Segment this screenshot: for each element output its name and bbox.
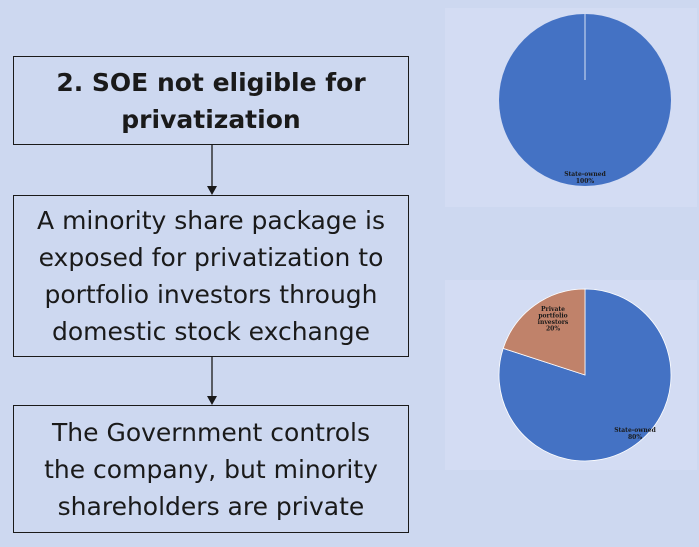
arrow-1-to-2: [207, 145, 217, 195]
pie-label-state-owned: State-owned 100%: [564, 171, 606, 185]
pie-label-private-portfolio-investors: Private portfolio investors 20%: [538, 306, 569, 333]
box2-line-1: A minority share package is: [37, 206, 385, 235]
pie-slice-private-portfolio-investors: [502, 288, 586, 376]
flow-box-minority-package: A minority share package is exposed for …: [13, 195, 409, 357]
pie-label-state-owned: State-owned 80%: [614, 427, 656, 441]
arrow-2-to-3: [207, 357, 217, 405]
pie-slice-state-owned: [499, 14, 671, 186]
box2-line-3: portfolio investors through: [44, 280, 378, 309]
box2-line-4: domestic stock exchange: [52, 317, 370, 346]
box3-line-1: The Government controls: [52, 417, 370, 447]
pie-chart-state-owned-80: State-owned 80% Private portfolio investors 2…: [498, 288, 672, 462]
pie-chart-panel-2: State-owned 80% Private portfolio investors 2…: [445, 280, 697, 470]
flow-box-government-controls: The Government controls the company, but…: [13, 405, 409, 533]
box2-line-2: exposed for privatization to: [38, 243, 384, 272]
box3-line-3: shareholders are private: [57, 491, 365, 521]
box3-line-2: the company, but minority: [44, 454, 378, 484]
pie-chart-state-owned-100: State-owned 100%: [499, 14, 671, 186]
box1-line-1: 2. SOE not eligible for: [56, 67, 366, 97]
flow-box-soe-not-eligible: 2. SOE not eligible for privatization: [13, 56, 409, 145]
pie-chart-panel-1: State-owned 100%: [445, 8, 697, 207]
box1-line-2: privatization: [121, 104, 301, 134]
